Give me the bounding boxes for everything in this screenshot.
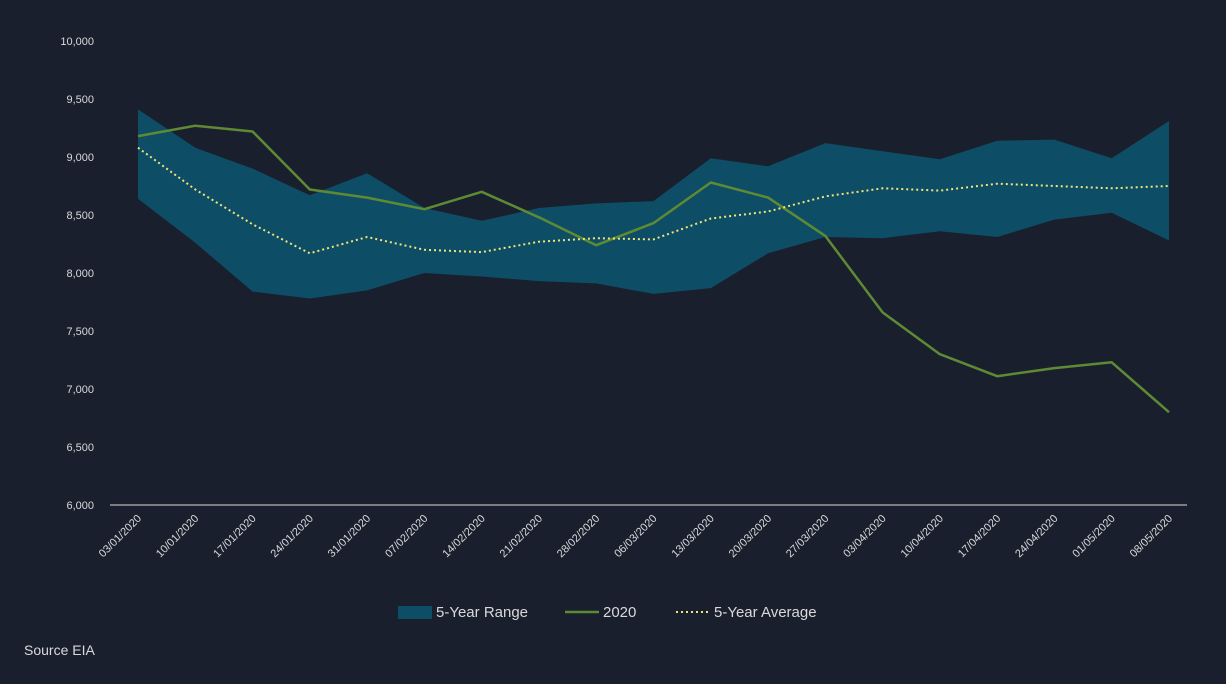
x-tick-label: 20/03/2020 [727, 513, 774, 560]
x-tick-label: 24/01/2020 [269, 513, 316, 560]
x-tick-label: 03/01/2020 [97, 513, 144, 560]
range-band-layer [138, 109, 1169, 299]
x-tick-label: 06/03/2020 [612, 513, 659, 560]
y-tick-label: 6,000 [66, 500, 94, 512]
x-axis-ticks: 03/01/2020 10/01/2020 17/01/2020 24/01/2020… [97, 513, 1175, 560]
x-tick-label: 08/05/2020 [1128, 513, 1175, 560]
x-tick-label: 27/03/2020 [784, 513, 831, 560]
y-tick-label: 10,000 [60, 36, 94, 48]
x-tick-label: 01/05/2020 [1070, 513, 1117, 560]
legend: 5-Year Range 2020 5-Year Average [398, 604, 817, 621]
x-tick-label: 03/04/2020 [841, 513, 888, 560]
x-tick-label: 07/02/2020 [383, 513, 430, 560]
series-5-year-average-line [137, 146, 1170, 255]
legend-label-average: 5-Year Average [714, 604, 817, 621]
x-tick-label: 14/02/2020 [440, 513, 487, 560]
x-tick-label: 28/02/2020 [555, 513, 602, 560]
x-tick-label: 24/04/2020 [1013, 513, 1060, 560]
legend-swatch-range [398, 606, 432, 619]
y-tick-label: 8,000 [66, 268, 94, 280]
x-tick-label: 10/01/2020 [154, 513, 201, 560]
x-tick-label: 13/03/2020 [669, 513, 716, 560]
series-2020-line [137, 124, 1170, 414]
y-tick-label: 9,500 [66, 94, 94, 106]
series-layer [137, 124, 1170, 414]
x-tick-label: 17/04/2020 [956, 513, 1003, 560]
x-tick-label: 17/01/2020 [211, 513, 258, 560]
range-band [138, 109, 1169, 299]
x-tick-label: 21/02/2020 [498, 513, 545, 560]
y-axis-ticks: 6,000 6,500 7,000 7,500 8,000 8,500 9,000 9,500… [60, 36, 94, 512]
legend-label-range: 5-Year Range [436, 604, 528, 621]
x-tick-label: 10/04/2020 [899, 513, 946, 560]
y-tick-label: 6,500 [66, 442, 94, 454]
legend-label-2020: 2020 [603, 604, 636, 621]
y-tick-label: 7,500 [66, 326, 94, 338]
y-tick-label: 9,000 [66, 152, 94, 164]
y-tick-label: 8,500 [66, 210, 94, 222]
x-tick-label: 31/01/2020 [326, 513, 373, 560]
y-tick-label: 7,000 [66, 384, 94, 396]
source-note: Source EIA [24, 642, 95, 658]
